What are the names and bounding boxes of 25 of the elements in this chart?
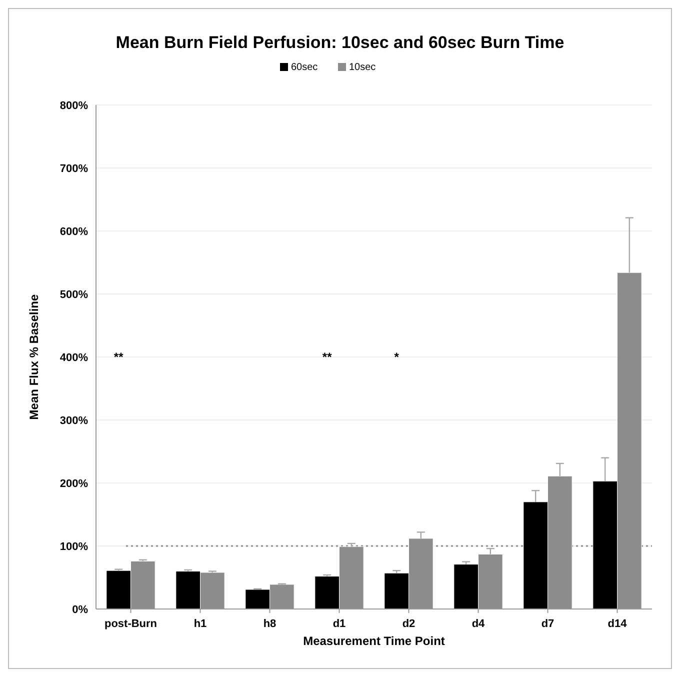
legend-label: 60sec bbox=[291, 62, 318, 73]
x-tick-label: d2 bbox=[402, 618, 416, 630]
y-axis-title: Mean Flux % Baseline bbox=[27, 294, 41, 420]
x-tick-label: d1 bbox=[332, 618, 346, 630]
y-tick-label: 100% bbox=[60, 540, 88, 553]
annotation: * bbox=[394, 350, 400, 364]
legend-label: 10sec bbox=[349, 62, 376, 73]
chart-title: Mean Burn Field Perfusion: 10sec and 60sec Burn Time bbox=[116, 33, 564, 52]
x-tick-label: d7 bbox=[541, 618, 554, 630]
x-tick-label: d14 bbox=[608, 618, 628, 630]
annotation: ** bbox=[322, 350, 332, 364]
annotation: ** bbox=[114, 350, 124, 364]
y-tick-label: 300% bbox=[60, 414, 88, 427]
y-tick-label: 400% bbox=[60, 352, 88, 364]
x-tick-label: post-Burn bbox=[104, 618, 158, 630]
x-axis-title: Measurement Time Point bbox=[303, 634, 445, 648]
y-tick-label: 600% bbox=[60, 226, 88, 238]
y-tick-label: 700% bbox=[60, 162, 88, 175]
y-tick-label: 800% bbox=[60, 100, 88, 112]
x-tick-label: h8 bbox=[263, 618, 276, 630]
x-tick-label: h1 bbox=[194, 618, 207, 630]
y-tick-label: 0% bbox=[72, 604, 88, 616]
x-tick-label: d4 bbox=[472, 618, 486, 630]
y-tick-label: 500% bbox=[60, 288, 88, 301]
y-tick-label: 200% bbox=[60, 478, 88, 490]
